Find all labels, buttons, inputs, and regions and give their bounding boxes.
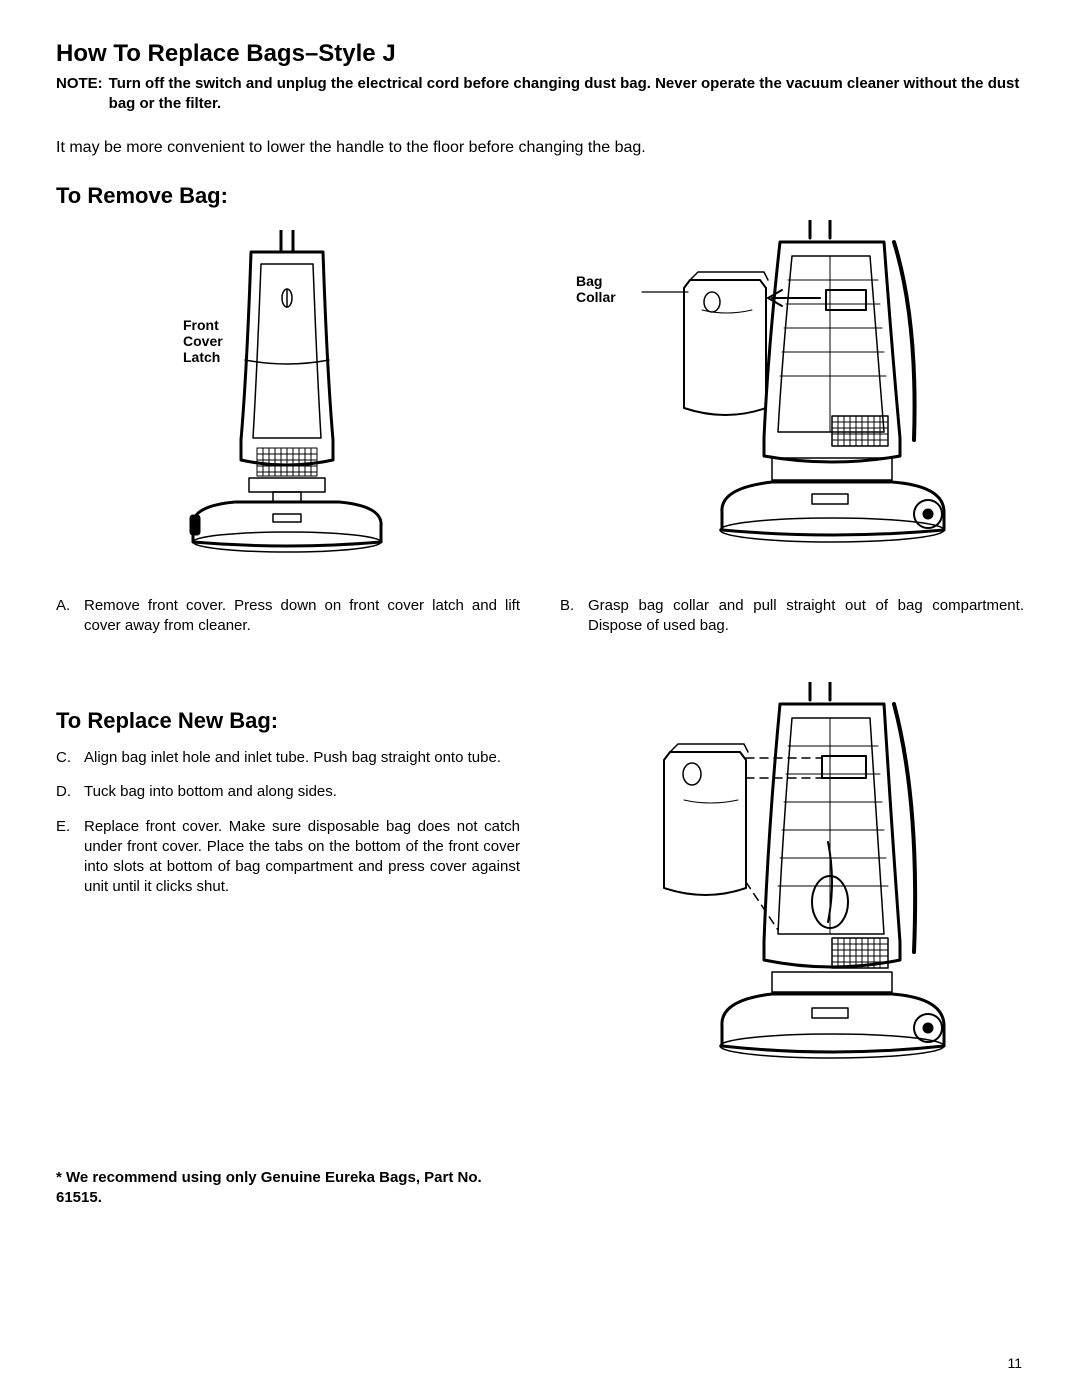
figure-c (560, 682, 1024, 1102)
note-text: Turn off the switch and unplug the elect… (109, 74, 1024, 115)
step-c: C. Align bag inlet hole and inlet tube. … (56, 748, 520, 768)
intro-text: It may be more convenient to lower the h… (56, 139, 1024, 157)
vacuum-front-icon: Front Cover Latch (123, 230, 453, 570)
label-bag: Bag (576, 273, 602, 289)
manual-page: How To Replace Bags–Style J NOTE: Turn o… (0, 0, 1080, 1397)
caption-b-letter: B. (560, 596, 588, 637)
figure-c-col (560, 682, 1024, 1120)
label-front: Front (183, 317, 219, 333)
note-block: NOTE: Turn off the switch and unplug the… (56, 74, 1024, 115)
figure-a-col: Front Cover Latch A. Remove front cover.… (56, 223, 520, 637)
step-e: E. Replace front cover. Make sure dispos… (56, 817, 520, 898)
caption-a-text: Remove front cover. Press down on front … (84, 596, 520, 637)
page-number: 11 (1007, 1355, 1022, 1371)
figure-b: Bag Collar (560, 223, 1024, 578)
note-label: NOTE: (56, 74, 109, 115)
page-title: How To Replace Bags–Style J (56, 40, 1024, 68)
label-cover: Cover (183, 333, 223, 349)
footnote: * We recommend using only Genuine Eureka… (56, 1168, 496, 1209)
vacuum-open-icon: Bag Collar (572, 220, 1012, 580)
caption-a: A. Remove front cover. Press down on fro… (56, 596, 520, 637)
figure-b-col: Bag Collar B. Grasp bag collar and pull … (560, 223, 1024, 637)
step-d: D. Tuck bag into bottom and along sides. (56, 782, 520, 802)
caption-b: B. Grasp bag collar and pull straight ou… (560, 596, 1024, 637)
step-c-text: Align bag inlet hole and inlet tube. Pus… (84, 748, 501, 768)
replace-text-col: To Replace New Bag: C. Align bag inlet h… (56, 682, 520, 1120)
vacuum-insert-icon (572, 682, 1012, 1102)
remove-figures-row: Front Cover Latch A. Remove front cover.… (56, 223, 1024, 637)
step-e-text: Replace front cover. Make sure disposabl… (84, 817, 520, 898)
label-collar: Collar (576, 289, 616, 305)
step-d-letter: D. (56, 782, 84, 802)
caption-b-text: Grasp bag collar and pull straight out o… (588, 596, 1024, 637)
heading-remove: To Remove Bag: (56, 183, 1024, 209)
heading-replace: To Replace New Bag: (56, 708, 520, 734)
replace-row: To Replace New Bag: C. Align bag inlet h… (56, 682, 1024, 1120)
label-latch: Latch (183, 349, 220, 365)
figure-a: Front Cover Latch (56, 223, 520, 578)
step-c-letter: C. (56, 748, 84, 768)
caption-a-letter: A. (56, 596, 84, 637)
step-d-text: Tuck bag into bottom and along sides. (84, 782, 337, 802)
step-e-letter: E. (56, 817, 84, 898)
replace-steps: C. Align bag inlet hole and inlet tube. … (56, 748, 520, 898)
